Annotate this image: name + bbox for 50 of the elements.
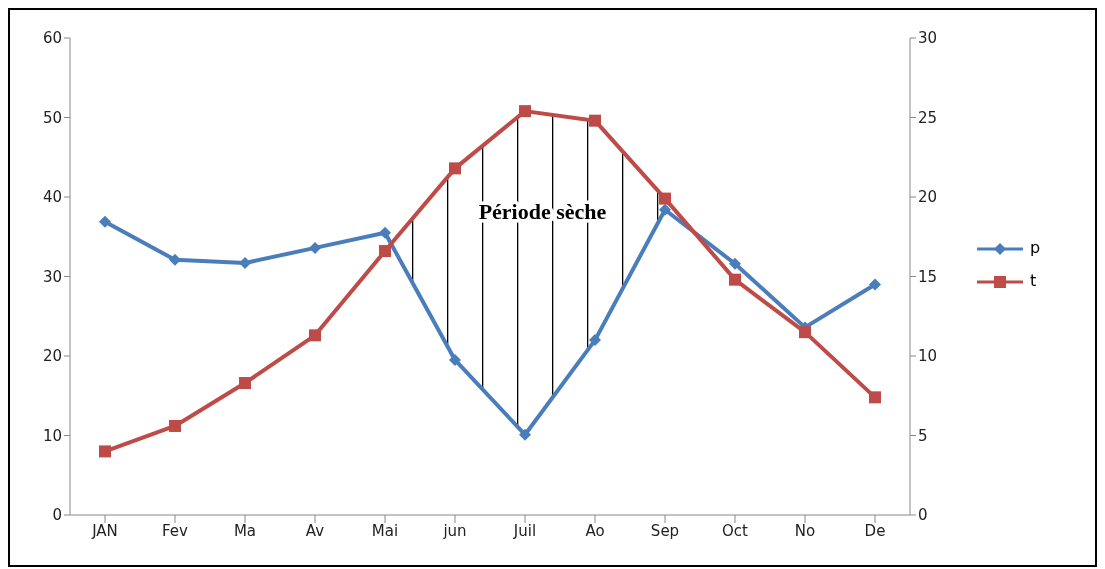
legend-label: p [1030,238,1041,258]
point [729,273,741,286]
point [589,334,601,347]
y-tick-label: 40 [42,188,62,207]
point [799,326,811,339]
x-tick-label: Ao [585,521,605,540]
y-tick-label: 60 [42,29,62,48]
point [239,256,251,269]
x-tick-label: Ma [233,521,257,540]
point [589,114,601,127]
x-tick-label: Oct [722,521,749,540]
x-tick-label: Juil [512,521,537,540]
y2-tick-label: 30 [918,29,938,48]
y-tick-label: 20 [42,347,62,366]
point [659,203,671,216]
x-tick-label: jun [442,521,467,540]
point [659,192,671,205]
point [379,226,391,239]
point [309,329,321,342]
point [519,428,531,441]
y2-tick-label: 25 [918,108,938,127]
x-tick-label: Sep [650,521,680,540]
point [169,419,181,432]
y2-tick-label: 15 [918,267,938,286]
x-tick-label: Av [305,521,325,540]
point [379,245,391,258]
point [449,162,461,175]
point [239,377,251,390]
point [449,353,461,366]
y-tick-label: 30 [42,267,62,286]
point [309,241,321,254]
y2-tick-label: 10 [918,347,938,366]
y-tick-label: 0 [52,506,62,525]
point [869,391,881,404]
y2-tick-label: 0 [918,506,928,525]
x-tick-label: Fev [162,521,189,540]
x-tick-label: JAN [91,521,118,540]
y2-tick-label: 20 [918,188,938,207]
legend-label: t [1030,271,1037,291]
x-tick-label: De [864,521,886,540]
x-tick-label: No [794,521,816,540]
point [519,105,531,118]
y2-tick-label: 5 [918,426,928,445]
point [729,257,741,270]
point [99,445,111,458]
y-tick-label: 10 [42,426,62,445]
point [99,215,111,228]
y-tick-label: 50 [42,108,62,127]
point [869,278,881,291]
x-tick-label: Mai [371,521,399,540]
